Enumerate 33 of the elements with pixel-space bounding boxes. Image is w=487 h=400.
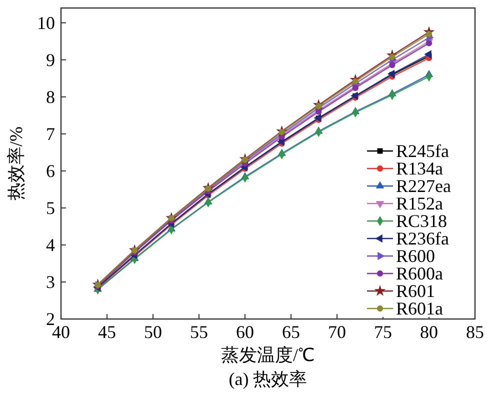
y-tick-label: 9 xyxy=(46,50,55,70)
x-tick-label: 40 xyxy=(52,322,70,342)
y-tick-label: 10 xyxy=(37,12,55,33)
x-tick-label: 85 xyxy=(466,322,484,342)
legend-label: R236fa xyxy=(396,228,449,248)
legend-label: R600a xyxy=(396,264,444,284)
x-tick-label: 45 xyxy=(98,322,116,342)
x-tick-label: 80 xyxy=(420,322,438,342)
x-tick-label: 75 xyxy=(374,322,392,342)
legend-label: R601a xyxy=(396,298,444,318)
legend-label: R245fa xyxy=(396,141,449,161)
x-tick-label: 50 xyxy=(144,322,162,342)
x-tick-label: 55 xyxy=(190,322,208,342)
x-tick-label: 70 xyxy=(328,322,346,342)
legend-label: R152a xyxy=(396,194,444,214)
y-axis-title: 热效率/% xyxy=(6,126,26,200)
legend-label: R600 xyxy=(396,246,436,266)
text: (a) 热效率 xyxy=(228,369,308,389)
legend-label: RC318 xyxy=(396,211,448,231)
legend-label: R601 xyxy=(396,281,436,301)
y-tick-label: 2 xyxy=(46,309,55,329)
x-tick-label: 65 xyxy=(282,322,300,342)
x-tick-label: 60 xyxy=(236,322,254,342)
x-axis-title: 蒸发温度/℃ xyxy=(220,345,316,365)
y-tick-label: 8 xyxy=(46,86,55,107)
y-tick-label: 7 xyxy=(46,124,55,144)
legend-label: R227ea xyxy=(396,176,451,196)
y-tick-label: 6 xyxy=(46,160,55,181)
y-tick-label: 5 xyxy=(46,198,55,218)
legend-label: R134a xyxy=(396,158,444,178)
y-tick-label: 4 xyxy=(46,234,55,255)
point xyxy=(424,50,432,58)
y-tick-label: 3 xyxy=(46,272,55,292)
